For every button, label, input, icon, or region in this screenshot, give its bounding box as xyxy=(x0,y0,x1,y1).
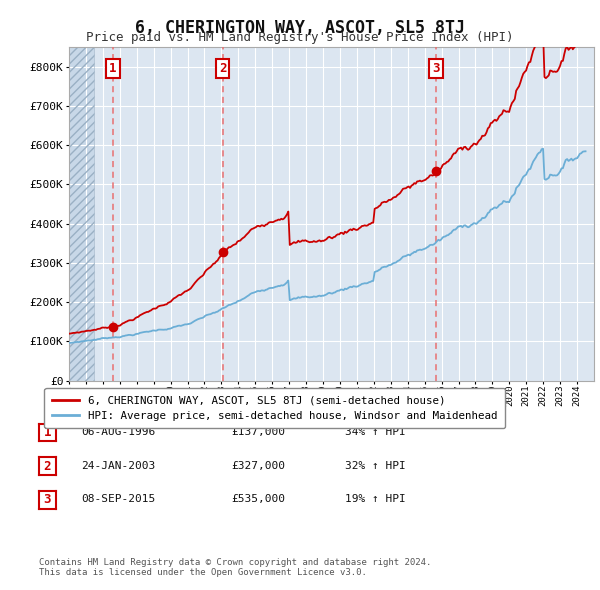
Bar xyxy=(69,47,94,381)
Text: 08-SEP-2015: 08-SEP-2015 xyxy=(81,494,155,504)
Text: 32% ↑ HPI: 32% ↑ HPI xyxy=(345,461,406,470)
Text: Contains HM Land Registry data © Crown copyright and database right 2024.
This d: Contains HM Land Registry data © Crown c… xyxy=(39,558,431,577)
Text: 3: 3 xyxy=(433,62,440,75)
Text: 34% ↑ HPI: 34% ↑ HPI xyxy=(345,427,406,437)
Text: 24-JAN-2003: 24-JAN-2003 xyxy=(81,461,155,470)
Text: 3: 3 xyxy=(44,493,51,506)
Text: 6, CHERINGTON WAY, ASCOT, SL5 8TJ: 6, CHERINGTON WAY, ASCOT, SL5 8TJ xyxy=(135,19,465,37)
Bar xyxy=(69,47,94,381)
Text: £137,000: £137,000 xyxy=(231,427,285,437)
Text: Price paid vs. HM Land Registry's House Price Index (HPI): Price paid vs. HM Land Registry's House … xyxy=(86,31,514,44)
Text: £327,000: £327,000 xyxy=(231,461,285,470)
Text: 19% ↑ HPI: 19% ↑ HPI xyxy=(345,494,406,504)
Text: 2: 2 xyxy=(44,460,51,473)
Text: 1: 1 xyxy=(109,62,117,75)
Text: 1: 1 xyxy=(44,426,51,439)
Text: £535,000: £535,000 xyxy=(231,494,285,504)
Legend: 6, CHERINGTON WAY, ASCOT, SL5 8TJ (semi-detached house), HPI: Average price, sem: 6, CHERINGTON WAY, ASCOT, SL5 8TJ (semi-… xyxy=(44,388,505,428)
Text: 06-AUG-1996: 06-AUG-1996 xyxy=(81,427,155,437)
Text: 2: 2 xyxy=(219,62,226,75)
